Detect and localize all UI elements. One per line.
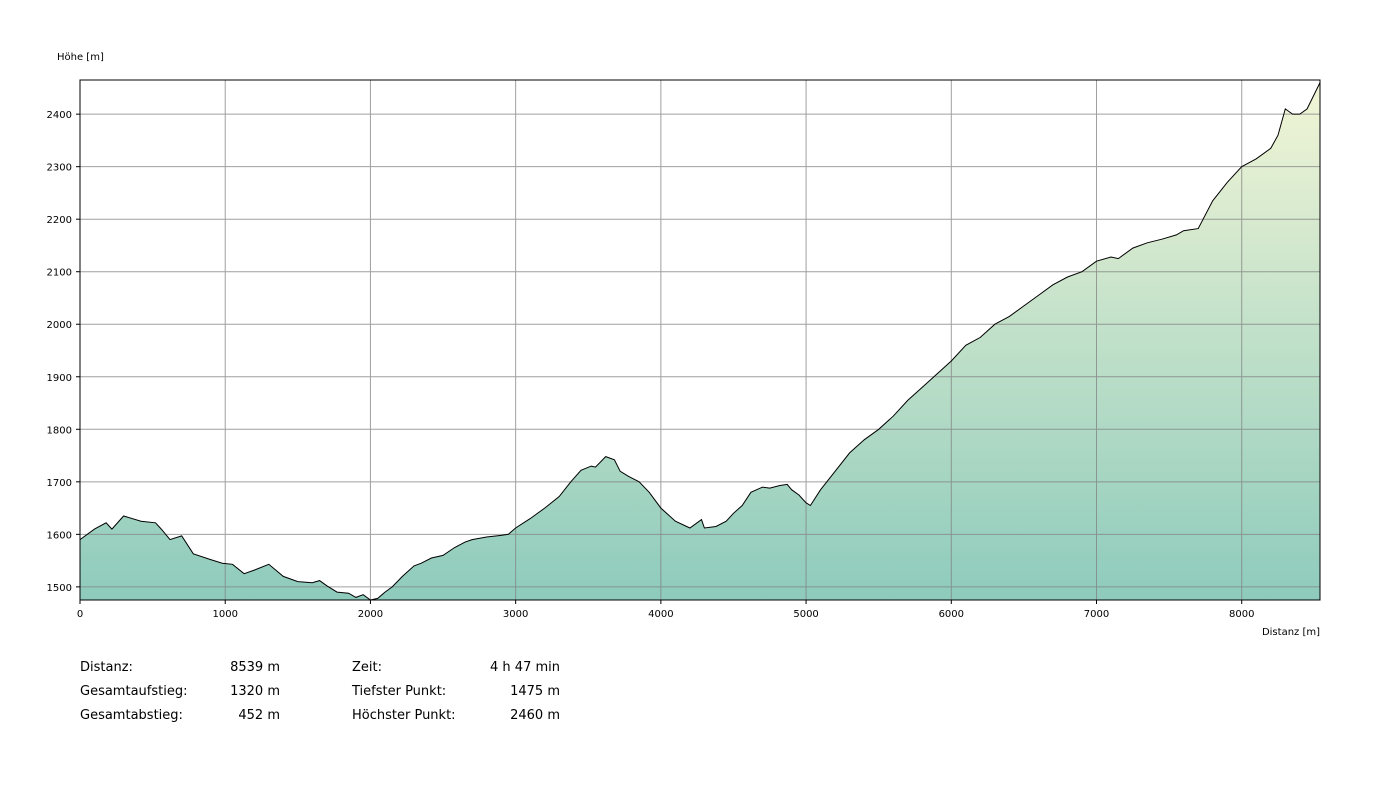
x-axis-label: Distanz [m]	[1262, 627, 1320, 638]
y-tick-label: 2000	[47, 320, 72, 331]
x-tick-label: 8000	[1229, 609, 1254, 620]
y-tick-label: 1600	[47, 530, 72, 541]
stat-lowest-value: 1475 m	[510, 684, 560, 699]
stat-time-label: Zeit:	[352, 660, 382, 675]
x-tick-label: 4000	[648, 609, 673, 620]
stat-ascent-label: Gesamtaufstieg:	[80, 684, 188, 699]
x-tick-label: 6000	[939, 609, 964, 620]
stat-descent-value: 452 m	[238, 708, 280, 723]
x-tick-label: 5000	[793, 609, 818, 620]
y-tick-label: 1900	[47, 373, 72, 384]
stat-highest-label: Höchster Punkt:	[352, 708, 456, 723]
x-tick-label: 3000	[503, 609, 528, 620]
stat-distance-value: 8539 m	[230, 660, 280, 675]
y-tick-label: 2100	[47, 268, 72, 279]
stat-distance-label: Distanz:	[80, 660, 133, 675]
y-axis-label: Höhe [m]	[57, 52, 104, 63]
y-tick-label: 1500	[47, 583, 72, 594]
y-tick-label: 1700	[47, 478, 72, 489]
y-tick-label: 2400	[47, 110, 72, 121]
x-tick-label: 2000	[358, 609, 383, 620]
x-tick-label: 0	[77, 609, 83, 620]
elevation-line	[79, 82, 1321, 601]
elevation-area	[80, 82, 1320, 601]
stat-descent-label: Gesamtabstieg:	[80, 708, 183, 723]
plot-frame	[79, 79, 1321, 601]
x-tick-label: 7000	[1084, 609, 1109, 620]
y-tick-label: 2300	[47, 163, 72, 174]
y-tick-label: 2200	[47, 215, 72, 226]
stat-lowest-label: Tiefster Punkt:	[352, 684, 447, 699]
stat-time-value: 4 h 47 min	[490, 660, 560, 675]
stat-highest-value: 2460 m	[510, 708, 560, 723]
x-tick-label: 1000	[212, 609, 237, 620]
y-tick-label: 1800	[47, 425, 72, 436]
stat-ascent-value: 1320 m	[230, 684, 280, 699]
